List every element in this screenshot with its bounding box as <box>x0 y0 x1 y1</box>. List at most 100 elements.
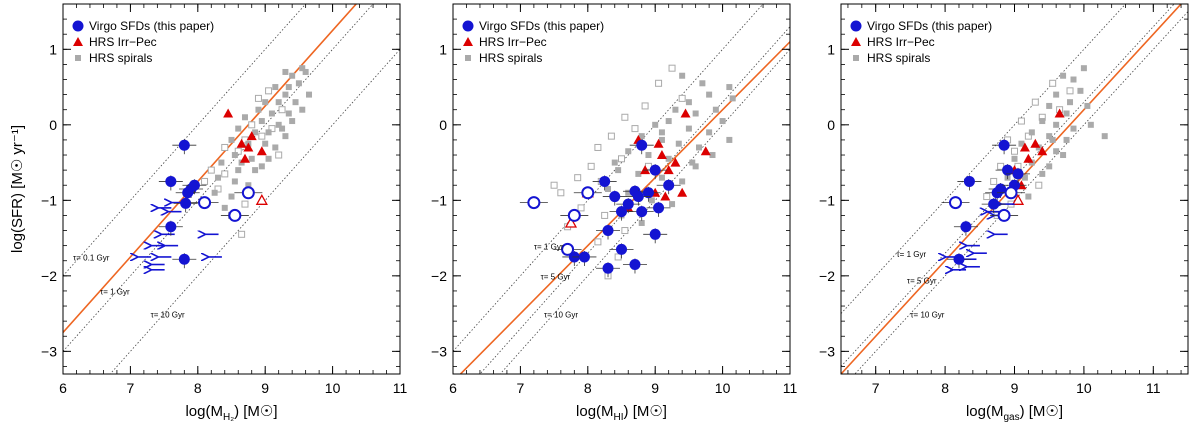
hrs-spiral-point <box>665 118 672 125</box>
hrs-spiral-point <box>1011 155 1018 162</box>
hrs-spiral-point <box>228 193 235 200</box>
hrs-spiral-point <box>692 163 699 170</box>
plot-area <box>841 4 1188 374</box>
x-tick-label: 9 <box>1011 380 1019 396</box>
hrs-spiral-open-point <box>1011 147 1018 155</box>
hrs-spiral-point <box>211 189 218 196</box>
hrs-spiral-open-point <box>641 102 649 110</box>
legend-hrs-spirals-marker <box>853 55 859 61</box>
y-tick-label: −3 <box>819 343 835 359</box>
virgo-point <box>182 187 194 199</box>
legend-virgo-label: Virgo SFDs (this paper) <box>479 19 604 33</box>
virgo-point <box>616 243 627 255</box>
tau-label: τ= 1 Gyr <box>897 250 927 259</box>
virgo-point <box>653 202 665 214</box>
y-tick-label: 0 <box>439 117 447 133</box>
y-axis-label: log(SFR) [M☉ yr⁻¹] <box>9 125 26 253</box>
hrs-spiral-point <box>252 167 259 174</box>
tau-label: τ= 0.1 Gyr <box>73 254 110 263</box>
hrs-spiral-point <box>685 125 692 132</box>
hrs-irr-point <box>243 142 254 152</box>
hrs-spiral-point <box>665 155 672 162</box>
hrs-spiral-point <box>1080 65 1087 72</box>
legend-hrs-irr-marker <box>73 37 83 46</box>
hrs-spiral-open-point <box>631 125 639 133</box>
hrs-spiral-point <box>675 140 682 147</box>
hrs-spiral-open-point <box>258 132 266 140</box>
virgo-open-point <box>997 208 1011 222</box>
hrs-spiral-point <box>255 106 262 113</box>
hrs-spiral-point <box>645 152 652 159</box>
hrs-spiral-point <box>1101 133 1108 140</box>
hrs-spiral-open-point <box>1049 79 1057 87</box>
hrs-spiral-point <box>292 99 299 106</box>
hrs-spiral-point <box>289 72 296 79</box>
hrs-spiral-point <box>231 178 238 185</box>
hrs-spiral-point <box>262 140 269 147</box>
virgo-point <box>622 198 634 210</box>
hrs-spiral-open-point <box>1066 87 1074 95</box>
virgo-open-point <box>228 208 242 222</box>
tau-line <box>63 4 374 352</box>
virgo-point <box>180 197 192 209</box>
hrs-spiral-point <box>605 186 612 192</box>
hrs-spiral-point <box>1053 91 1060 98</box>
hrs-spiral-point <box>1039 170 1046 177</box>
hrs-spiral-point <box>625 189 632 196</box>
hrs-spiral-point <box>235 125 242 132</box>
hrs-spiral-point <box>268 110 275 117</box>
hrs-spiral-point <box>685 99 692 106</box>
hrs-spiral-point <box>1084 102 1091 109</box>
hrs-spiral-open-point <box>621 113 629 121</box>
hrs-irr-open-point <box>255 193 268 205</box>
legend-virgo-marker <box>850 20 862 32</box>
hrs-spiral-point <box>706 129 713 136</box>
hrs-spiral-point <box>719 118 726 125</box>
hrs-spiral-point <box>295 80 302 87</box>
x-axis-label-main: log(M <box>576 403 614 420</box>
y-tick-label: −3 <box>41 343 57 359</box>
hrs-spiral-point <box>615 167 622 174</box>
virgo-point <box>602 262 614 274</box>
virgo-point <box>188 179 200 191</box>
legend-hrs-spirals-label: HRS spirals <box>479 51 542 65</box>
virgo-open-point <box>561 242 575 256</box>
y-tick-label: −2 <box>431 268 447 284</box>
hrs-spiral-open-point <box>668 64 676 72</box>
hrs-spiral-point <box>726 136 733 143</box>
hrs-spiral-point <box>1053 121 1060 128</box>
x-axis-label-tail: ) [M☉] <box>1020 403 1063 420</box>
hrs-spiral-open-point <box>594 143 602 151</box>
hrs-spiral-point <box>1060 152 1067 159</box>
hrs-spiral-open-point <box>614 253 622 261</box>
hrs-irr-point <box>236 138 247 148</box>
x-axis-label: log(MHI) [M☉] <box>576 403 667 423</box>
hrs-spiral-point <box>1039 118 1046 125</box>
virgo-open-point <box>527 196 541 210</box>
hrs-spiral-point <box>712 106 719 113</box>
plot-frame <box>62 3 401 375</box>
hrs-spiral-open-point <box>238 230 246 238</box>
hrs-spiral-point <box>625 148 632 155</box>
virgo-point <box>165 175 177 187</box>
virgo-point <box>649 228 661 240</box>
y-tick-label: −1 <box>819 192 835 208</box>
hrs-spiral-open-point <box>268 125 276 133</box>
y-tick-label: −1 <box>431 192 447 208</box>
virgo-open-point <box>1004 186 1018 200</box>
hrs-spiral-open-point <box>275 151 283 159</box>
hrs-irr-point <box>700 146 711 156</box>
virgo-point <box>636 139 648 151</box>
legend-hrs-spirals-label: HRS spirals <box>867 51 930 65</box>
hrs-spiral-point <box>235 167 242 174</box>
tau-line <box>841 4 1127 314</box>
hrs-spiral-open-point <box>990 177 998 185</box>
hrs-spiral-point <box>231 152 238 159</box>
plot-area <box>453 4 790 374</box>
x-axis-label-tail: ) [M☉] <box>234 403 277 420</box>
virgo-point <box>988 198 1000 210</box>
virgo-point <box>636 206 648 218</box>
hrs-spiral-point <box>658 129 665 136</box>
hrs-irr-point <box>670 157 681 167</box>
